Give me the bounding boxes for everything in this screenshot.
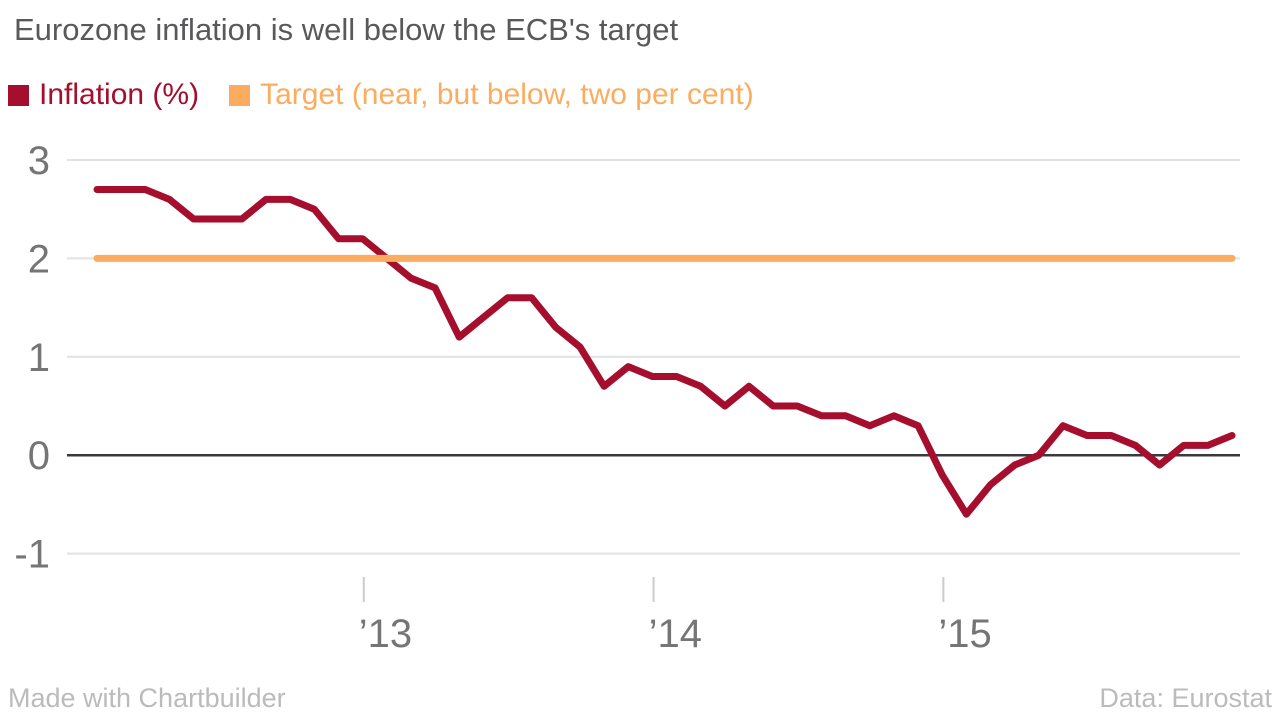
source-text: Data: Eurostat (1099, 683, 1272, 713)
legend-label: Target (near, but below, two per cent) (260, 78, 754, 111)
legend-item: Target (near, but below, two per cent) (229, 78, 754, 112)
x-tick-label: ’15 (938, 612, 991, 656)
y-tick-label: 2 (28, 237, 50, 281)
legend-label: Inflation (%) (39, 78, 200, 111)
x-tick-label: ’13 (359, 612, 412, 656)
x-tick-label: ’14 (649, 612, 702, 656)
chart-title: Eurozone inflation is well below the ECB… (14, 12, 679, 47)
y-tick-label: -1 (14, 533, 50, 577)
y-tick-label: 0 (28, 434, 50, 478)
legend-swatch-icon (229, 84, 251, 106)
legend-item: Inflation (%) (8, 78, 199, 112)
y-tick-label: 3 (28, 139, 50, 183)
credit-text: Made with Chartbuilder (8, 683, 286, 713)
legend: Inflation (%) Target (near, but below, tw… (8, 78, 784, 112)
legend-swatch-icon (8, 84, 29, 106)
footer: Made with Chartbuilder Data: Eurostat (8, 683, 1272, 714)
inflation-line (93, 186, 1236, 518)
y-tick-label: 1 (28, 336, 50, 380)
